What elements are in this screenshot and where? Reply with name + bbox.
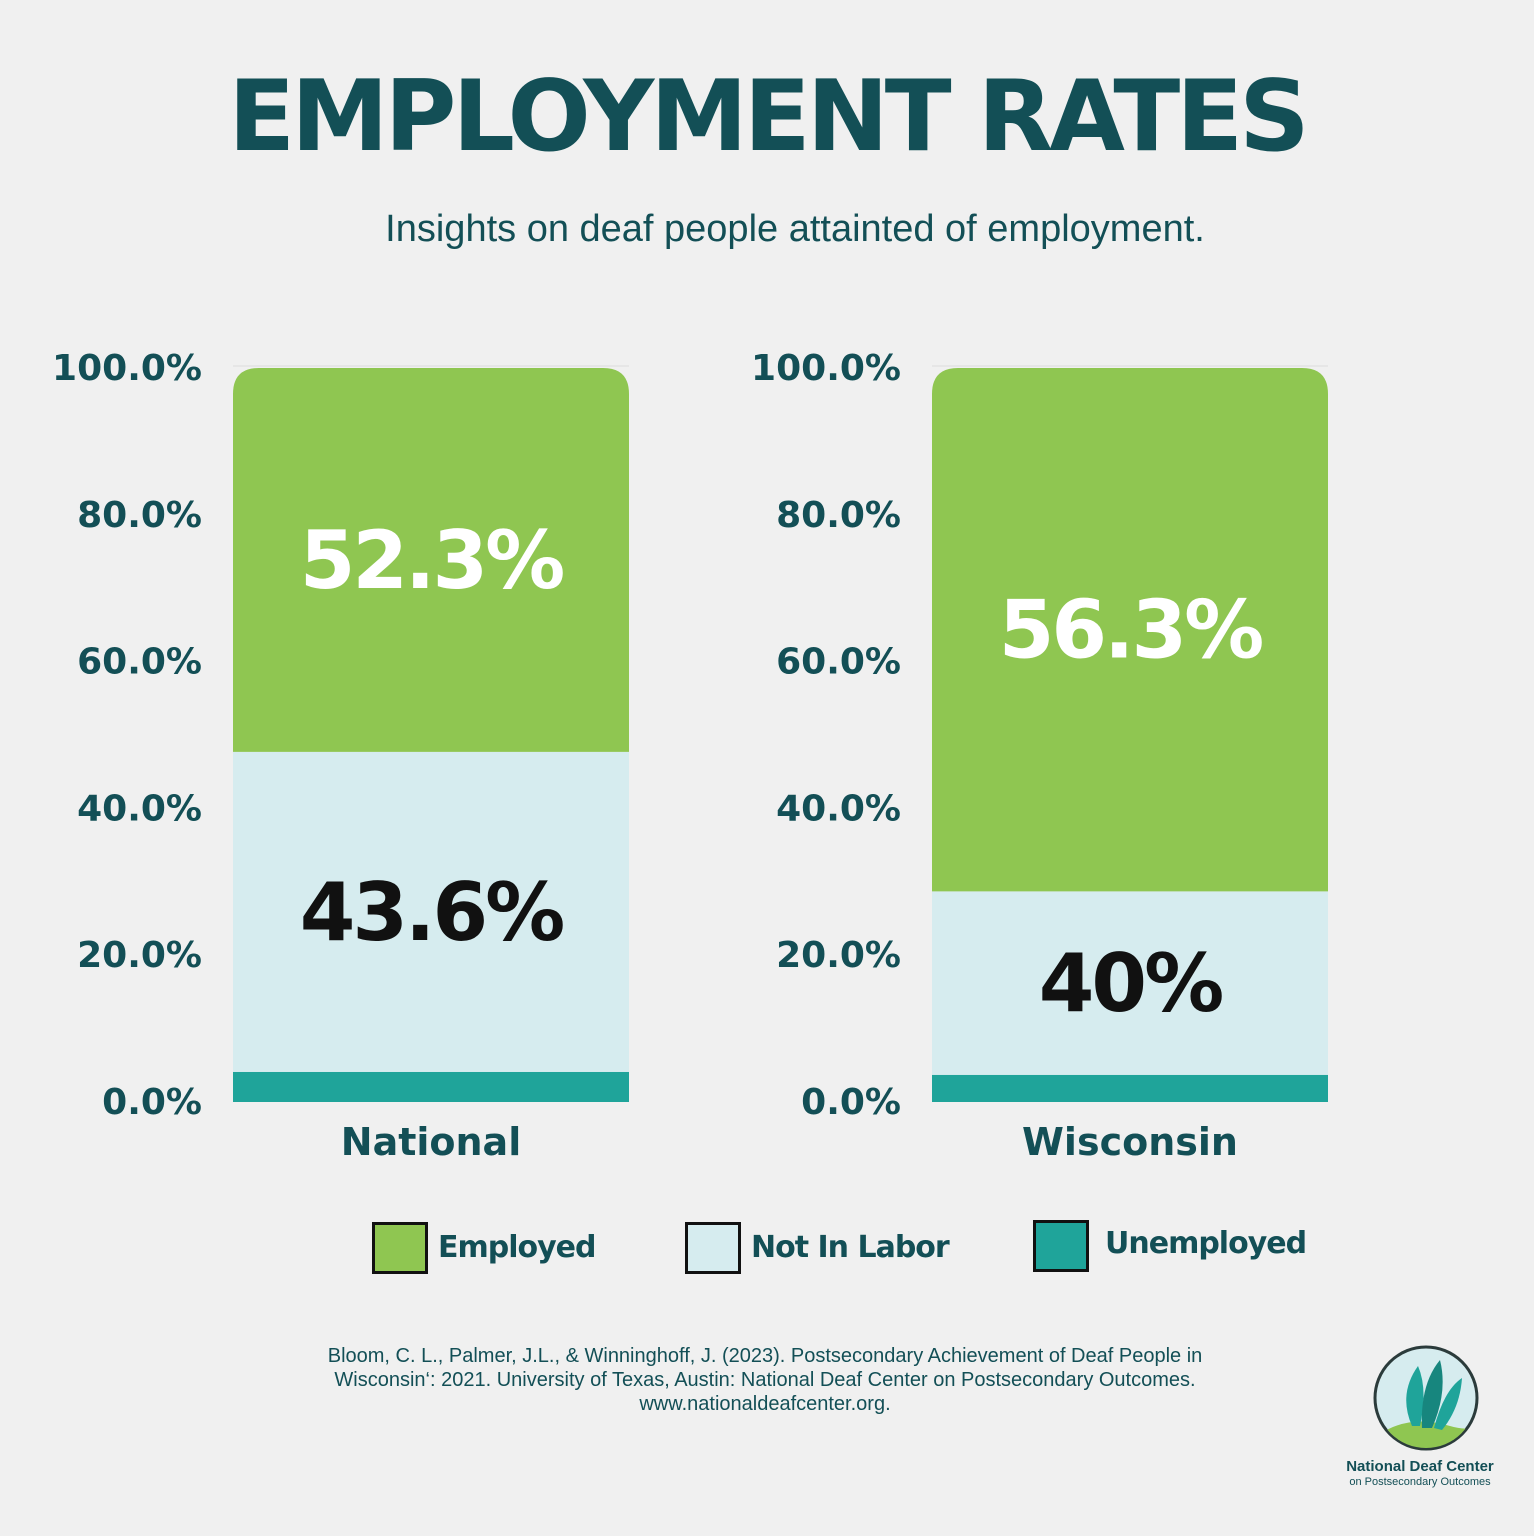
legend-swatch-not-in-labor [685, 1222, 741, 1274]
bar-segment-unemployed [932, 1074, 1328, 1102]
page-title: EMPLOYMENT RATES [228, 60, 1310, 174]
leaf-logo-icon [1373, 1345, 1479, 1451]
bar-segment-not-in-labor [233, 751, 629, 1072]
data-label-not-in-labor: 43.6% [300, 866, 563, 959]
legend-swatch-unemployed [1033, 1220, 1089, 1272]
legend-swatch-employed [372, 1222, 428, 1274]
data-label-employed: 56.3% [999, 584, 1262, 677]
legend-label-employed: Employed [438, 1230, 596, 1265]
y-tick-label: 60.0% [77, 642, 202, 683]
bar-segment-unemployed [233, 1071, 629, 1102]
citation-line-3: www.nationaldeafcenter.org. [639, 1393, 891, 1415]
y-tick-label: 0.0% [102, 1082, 202, 1123]
bar-segment-employed [932, 368, 1328, 892]
citation-line-1: Bloom, C. L., Palmer, J.L., & Winninghof… [327, 1345, 1203, 1367]
category-label: Wisconsin [1022, 1120, 1238, 1164]
data-label-not-in-labor: 40% [1039, 937, 1222, 1030]
y-tick-label: 40.0% [776, 788, 901, 829]
chart-national: 0.0% 20.0% 40.0% 60.0% 80.0% 100.0% 43.6% 52.3%… [52, 348, 629, 1164]
category-label: National [341, 1120, 521, 1164]
y-tick-label: 100.0% [52, 348, 202, 389]
charts-area: 0.0% 20.0% 40.0% 60.0% 80.0% 100.0% 43.6% 52.3%… [52, 348, 1328, 1164]
y-tick-label: 40.0% [77, 788, 202, 829]
y-tick-label: 60.0% [776, 642, 901, 683]
logo-name: National Deaf Center [1346, 1458, 1494, 1475]
y-tick-label: 20.0% [776, 935, 901, 976]
y-tick-label: 80.0% [77, 495, 202, 536]
y-tick-label: 20.0% [77, 935, 202, 976]
citation-line-2: Wisconsin‘: 2021. University of Texas, A… [334, 1369, 1196, 1391]
data-label-employed: 52.3% [300, 514, 563, 607]
y-tick-label: 0.0% [801, 1082, 901, 1123]
logo-tagline: on Postsecondary Outcomes [1349, 1476, 1491, 1488]
bar-segment-employed [233, 368, 629, 752]
legend-label-not-in-labor: Not In Labor [751, 1230, 950, 1265]
bar-segment-not-in-labor [932, 891, 1328, 1075]
page-subtitle: Insights on deaf people attainted of emp… [385, 208, 1205, 250]
citation: Bloom, C. L., Palmer, J.L., & Winninghof… [300, 1344, 1230, 1416]
legend-label-unemployed: Unemployed [1105, 1226, 1307, 1261]
y-tick-label: 100.0% [751, 348, 901, 389]
chart-wisconsin: 0.0% 20.0% 40.0% 60.0% 80.0% 100.0% 40% 56.3% Wi… [751, 348, 1328, 1164]
y-tick-label: 80.0% [776, 495, 901, 536]
